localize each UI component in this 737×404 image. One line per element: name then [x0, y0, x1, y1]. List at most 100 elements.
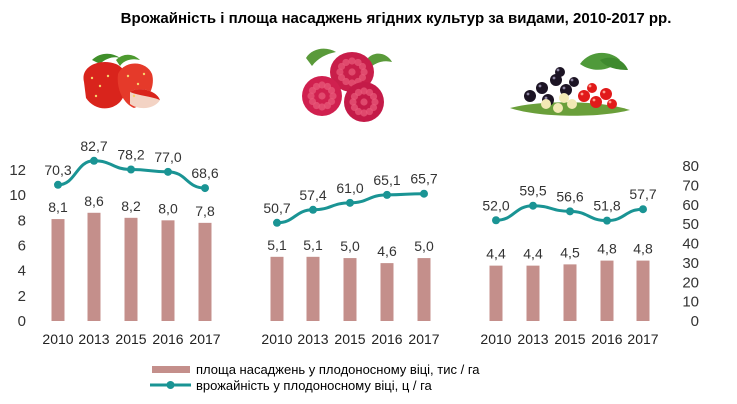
right-tick-label: 40: [682, 236, 699, 253]
bar-value-label: 5,0: [414, 238, 434, 254]
line-value-label: 59,5: [519, 183, 546, 199]
bar: [270, 256, 284, 321]
data-labels: 8,1 8,6 8,2 8,0 7,8 70,3 82,7 78,2 77,0 68,6 5,1 5,…: [44, 138, 656, 262]
line-point: [54, 180, 62, 189]
left-tick-label: 10: [9, 187, 26, 204]
bar: [306, 256, 320, 321]
line-value-label: 70,3: [44, 162, 71, 178]
category-label: 2017: [189, 331, 220, 347]
line-value-label: 51,8: [593, 198, 620, 214]
chart-title: Врожайність і площа насаджень ягідних ку…: [121, 10, 672, 27]
line-value-label: 65,1: [373, 172, 400, 188]
bar-value-label: 4,8: [633, 241, 653, 257]
category-label: 2010: [261, 331, 292, 347]
bar-value-label: 5,0: [340, 238, 360, 254]
line-value-label: 68,6: [191, 165, 218, 181]
right-tick-label: 60: [682, 197, 699, 214]
line-point: [127, 165, 135, 174]
category-label: 2015: [334, 331, 365, 347]
bar: [51, 219, 65, 321]
bar: [124, 217, 138, 321]
right-tick-label: 10: [682, 294, 699, 311]
category-label: 2017: [627, 331, 658, 347]
bar: [161, 220, 175, 321]
category-label: 2013: [517, 331, 548, 347]
strawberry-icon: [83, 53, 160, 109]
left-tick-label: 8: [18, 212, 26, 229]
right-axis: 0 10 20 30 40 50 60 70 80: [682, 158, 699, 330]
legend: площа насаджень у плодоносному віці, тис…: [150, 362, 480, 393]
bar-value-label: 4,8: [597, 241, 617, 257]
bar-value-label: 8,0: [158, 200, 178, 216]
legend-bar-swatch: [152, 366, 190, 373]
bar-value-label: 4,4: [523, 246, 543, 262]
bar: [489, 265, 503, 321]
bar: [343, 258, 357, 321]
line-point: [164, 167, 172, 176]
left-tick-label: 4: [18, 263, 26, 280]
left-tick-label: 6: [18, 238, 26, 255]
right-tick-label: 0: [691, 313, 699, 330]
line-value-label: 56,6: [556, 188, 583, 204]
line-point: [529, 201, 537, 210]
right-tick-label: 70: [682, 177, 699, 194]
line-point: [383, 190, 391, 199]
berry-icons: [83, 48, 630, 122]
bar-value-label: 8,6: [84, 193, 104, 209]
category-label: 2017: [408, 331, 439, 347]
bar-value-label: 7,8: [195, 203, 215, 219]
category-labels: 2010 2013 2015 2016 2017 2010 2013 2015 2016 2017…: [42, 331, 658, 347]
bar: [526, 265, 540, 321]
bar: [600, 260, 614, 321]
right-tick-label: 30: [682, 255, 699, 272]
line-point: [492, 216, 500, 225]
category-label: 2016: [152, 331, 183, 347]
category-label: 2016: [591, 331, 622, 347]
category-label: 2010: [480, 331, 511, 347]
line-point: [420, 189, 428, 198]
yield-line: [57, 159, 206, 190]
bar: [87, 212, 101, 321]
bar: [198, 222, 212, 321]
line-value-label: 52,0: [482, 197, 509, 213]
legend-bar-label: площа насаджень у плодоносному віці, тис…: [196, 362, 480, 377]
line-point: [309, 205, 317, 214]
category-label: 2015: [115, 331, 146, 347]
line-value-label: 61,0: [336, 180, 363, 196]
bar: [417, 258, 431, 321]
currant-icon: [510, 52, 630, 116]
right-tick-label: 20: [682, 274, 699, 291]
line-point: [346, 198, 354, 207]
right-tick-label: 80: [682, 158, 699, 175]
category-label: 2016: [371, 331, 402, 347]
left-tick-label: 12: [9, 162, 26, 179]
left-axis: 0 2 4 6 8 10 12: [9, 162, 26, 330]
bar-series: [51, 212, 650, 321]
category-label: 2013: [78, 331, 109, 347]
line-series: [54, 156, 647, 227]
line-value-label: 78,2: [117, 146, 144, 162]
bar: [636, 260, 650, 321]
line-point: [639, 205, 647, 214]
line-point: [90, 156, 98, 165]
line-point: [201, 184, 209, 193]
bar-value-label: 8,2: [121, 198, 141, 214]
bar-value-label: 4,5: [560, 244, 580, 260]
line-value-label: 82,7: [80, 138, 107, 154]
left-tick-label: 2: [18, 288, 26, 305]
left-tick-label: 0: [18, 313, 26, 330]
line-point: [566, 207, 574, 216]
legend-line-label: врожайність у плодоносному віці, ц / га: [196, 378, 433, 393]
bar-value-label: 8,1: [48, 199, 68, 215]
category-label: 2013: [297, 331, 328, 347]
line-value-label: 57,7: [629, 186, 656, 202]
line-value-label: 57,4: [299, 187, 326, 203]
right-tick-label: 50: [682, 216, 699, 233]
bar-value-label: 4,6: [377, 243, 397, 259]
category-label: 2010: [42, 331, 73, 347]
line-point: [273, 218, 281, 227]
line-value-label: 50,7: [263, 200, 290, 216]
line-value-label: 65,7: [410, 171, 437, 187]
line-value-label: 77,0: [154, 149, 181, 165]
